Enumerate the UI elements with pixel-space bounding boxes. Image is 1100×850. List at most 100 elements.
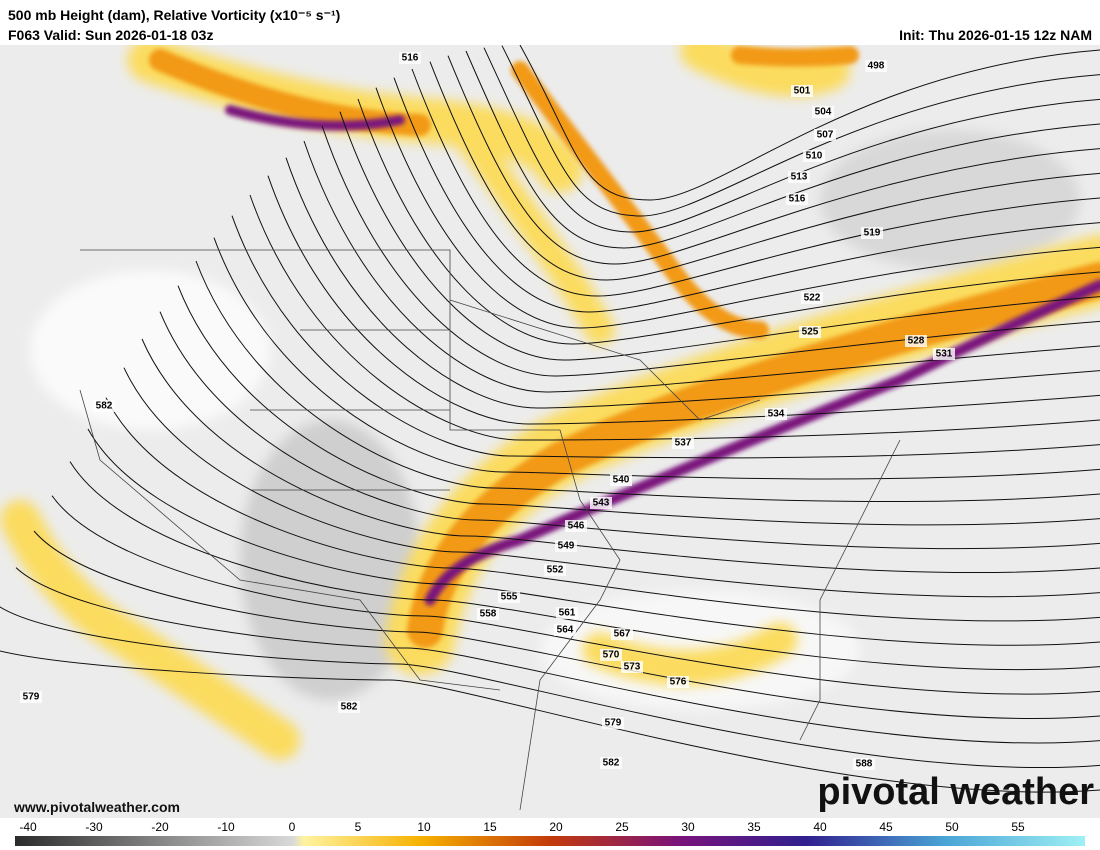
- contour-label-bg: [600, 649, 622, 661]
- contour-line: [465, 50, 1100, 249]
- contour-label-bg: [905, 335, 927, 347]
- contour-label: 582: [603, 758, 620, 769]
- contour-line: [123, 367, 1100, 598]
- contour-label: 582: [341, 702, 358, 713]
- contour-label-bg: [338, 701, 360, 713]
- contour-line: [375, 87, 1100, 329]
- website: www.pivotalweather.com: [13, 799, 180, 815]
- contour-label: 501: [794, 86, 811, 97]
- contour-label-bg: [933, 348, 955, 360]
- contour-label: 522: [804, 293, 821, 304]
- contour-line: [177, 285, 1100, 526]
- contour-line: [0, 606, 1100, 769]
- contour-label-bg: [554, 624, 576, 636]
- colorbar-tick-label: 10: [417, 820, 431, 834]
- contour-label: 498: [868, 61, 885, 72]
- contour-label: 564: [557, 625, 574, 636]
- colorbar-tick-label: -10: [217, 820, 235, 834]
- contour-label-bg: [556, 607, 578, 619]
- colorbar-tick-label: 0: [289, 820, 296, 834]
- contour-line: [69, 461, 1100, 671]
- contour-line: [249, 194, 1100, 441]
- contour-label-bg: [610, 474, 632, 486]
- borders: [79, 249, 901, 811]
- contour-label-bg: [799, 326, 821, 338]
- contour-label: 507: [817, 130, 834, 141]
- map-area: 516 498 501 504 507 510 513 516 519 522 525 528 531 5…: [0, 45, 1100, 818]
- contour-label: 528: [908, 336, 925, 347]
- contour-label: 561: [559, 608, 576, 619]
- colorbar-tick-label: 5: [355, 820, 362, 834]
- contour-label-bg: [602, 717, 624, 729]
- contour-label: 519: [864, 228, 881, 239]
- colorbar-tick-label: 35: [747, 820, 761, 834]
- contour-label: 531: [936, 349, 953, 360]
- contour-labels: 516 498 501 504 507 510 513 516 519 522 525 528 531 5…: [20, 52, 955, 770]
- contour-label: 540: [613, 475, 630, 486]
- contour-line: [483, 47, 1100, 233]
- contour-label: 537: [675, 438, 692, 449]
- contour-label-bg: [803, 150, 825, 162]
- contour-label: 558: [480, 609, 497, 620]
- contour-label: 525: [802, 327, 819, 338]
- contour-label-bg: [20, 691, 42, 703]
- contour-label-bg: [672, 437, 694, 449]
- contour-label-bg: [814, 129, 836, 141]
- contour-line: [321, 125, 1100, 377]
- contour-label-bg: [498, 591, 520, 603]
- contour-line: [285, 157, 1100, 409]
- contour-label: 513: [791, 172, 808, 183]
- init-time: Init: Thu 2026-01-15 12z NAM: [899, 27, 1092, 43]
- colorbar-tick-label: -40: [19, 820, 37, 834]
- contour-label-bg: [611, 628, 633, 640]
- contour-label: 543: [593, 498, 610, 509]
- colorbar-tick-label: 20: [549, 820, 563, 834]
- colorbar: [15, 836, 1085, 846]
- contour-label-bg: [621, 661, 643, 673]
- contour-label: 516: [402, 53, 419, 64]
- contour-line: [339, 111, 1100, 361]
- contour-label-bg: [791, 85, 813, 97]
- colorbar-tick-label: -20: [151, 820, 169, 834]
- contour-label: 516: [789, 194, 806, 205]
- contour-line: [141, 338, 1100, 574]
- contour-line: [519, 45, 1100, 201]
- title: 500 mb Height (dam), Relative Vorticity …: [8, 7, 340, 23]
- contour-line: [213, 237, 1100, 480]
- height-contours: [0, 45, 1100, 793]
- contour-label: 576: [670, 677, 687, 688]
- contour-line: [393, 77, 1100, 313]
- watermark: pivotal weather: [817, 771, 1094, 813]
- contour-line: [33, 530, 1100, 719]
- contour-line: [447, 55, 1100, 265]
- contour-label-bg: [853, 758, 875, 770]
- contour-line: [303, 140, 1100, 393]
- contour-label: 579: [23, 692, 40, 703]
- contour-label-bg: [93, 400, 115, 412]
- contour-line: [0, 650, 1100, 793]
- contour-line: [501, 45, 1100, 217]
- contour-label: 510: [806, 151, 823, 162]
- contour-label-bg: [861, 227, 883, 239]
- contour-label-bg: [667, 676, 689, 688]
- contour-label-bg: [600, 757, 622, 769]
- contour-line: [231, 215, 1100, 459]
- contour-label-bg: [590, 497, 612, 509]
- contour-label-bg: [399, 52, 421, 64]
- contour-label-bg: [801, 292, 823, 304]
- contour-line: [429, 61, 1100, 281]
- contour-label-bg: [555, 540, 577, 552]
- colorbar-tick-label: -30: [85, 820, 103, 834]
- colorbar-tick-label: 30: [681, 820, 695, 834]
- colorbar-tick-label: 25: [615, 820, 629, 834]
- contour-label-bg: [477, 608, 499, 620]
- contour-label-bg: [544, 564, 566, 576]
- contour-label: 555: [501, 592, 518, 603]
- contour-line: [15, 567, 1100, 744]
- contour-label: 573: [624, 662, 641, 673]
- valid-time: F063 Valid: Sun 2026-01-18 03z: [8, 27, 213, 43]
- contour-line: [357, 98, 1100, 345]
- contour-label: 582: [96, 401, 113, 412]
- contour-line: [159, 311, 1100, 550]
